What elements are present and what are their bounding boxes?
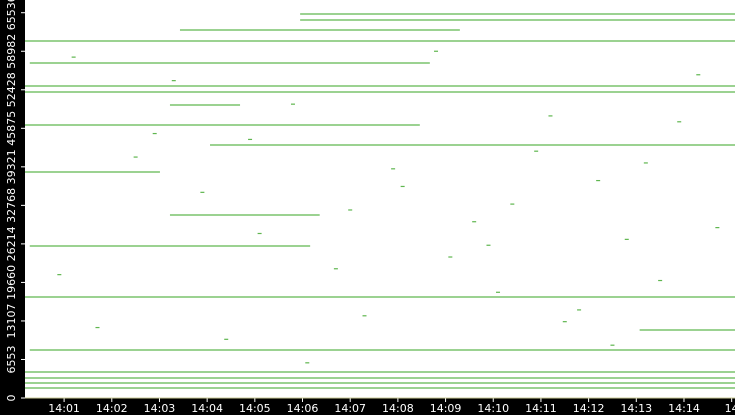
activity-point <box>248 138 253 141</box>
x-tick-label: 14:10 <box>477 402 509 415</box>
activity-point <box>658 279 663 282</box>
activity-point <box>152 132 157 135</box>
activity-point <box>333 268 338 270</box>
activity-point <box>434 50 439 52</box>
activity-point <box>200 191 205 193</box>
activity-point <box>400 185 405 188</box>
y-tick-label: 13107 <box>5 303 18 338</box>
activity-point <box>610 344 615 346</box>
activity-point <box>171 80 176 82</box>
x-tick-label: 14:06 <box>287 402 319 415</box>
activity-point <box>95 326 100 329</box>
y-tick-label: 0 <box>5 395 18 402</box>
activity-point <box>562 321 567 323</box>
y-tick-label: 58982 <box>5 34 18 69</box>
activity-point <box>677 121 682 123</box>
y-tick-label: 39321 <box>5 149 18 184</box>
y-tick-label: 19660 <box>5 265 18 300</box>
activity-point <box>391 168 396 170</box>
activity-point <box>643 162 648 164</box>
activity-point <box>71 56 76 58</box>
x-tick-label: 14:14 <box>668 402 700 415</box>
x-tick-label: 14:01 <box>48 402 80 415</box>
x-tick-label: 14:11 <box>525 402 557 415</box>
activity-point <box>486 244 491 246</box>
x-tick-label: 14 <box>725 402 735 415</box>
x-tick-label: 14:13 <box>620 402 652 415</box>
activity-point <box>448 256 453 258</box>
x-tick-label: 14:12 <box>573 402 605 415</box>
activity-point <box>715 227 720 229</box>
activity-point <box>696 74 701 76</box>
x-tick-label: 14:03 <box>144 402 176 415</box>
activity-point <box>624 238 629 240</box>
activity-point <box>305 362 310 364</box>
x-tick-label: 14:09 <box>430 402 462 415</box>
y-tick-label: 65536 <box>5 0 18 30</box>
activity-point <box>290 103 295 105</box>
x-tick-label: 14:07 <box>334 402 366 415</box>
activity-point <box>362 315 367 317</box>
activity-point <box>224 338 229 340</box>
activity-point <box>57 274 62 276</box>
y-tick-label: 26214 <box>5 226 18 261</box>
activity-point <box>510 203 515 205</box>
y-tick-label: 32768 <box>5 188 18 223</box>
activity-point <box>596 179 601 182</box>
x-tick-label: 14:02 <box>96 402 128 415</box>
activity-point <box>133 156 138 158</box>
activity-point <box>496 291 501 293</box>
activity-point <box>577 309 582 311</box>
x-tick-label: 14:08 <box>382 402 414 415</box>
y-tick-label: 6553 <box>5 345 18 373</box>
x-tick-label: 14:05 <box>239 402 271 415</box>
activity-point <box>534 150 539 152</box>
plot-area <box>25 0 735 398</box>
activity-point <box>472 221 477 223</box>
x-tick-label: 14:04 <box>191 402 223 415</box>
activity-point <box>348 209 353 211</box>
y-tick-label: 45875 <box>5 111 18 146</box>
activity-point <box>548 115 553 117</box>
y-tick-label: 52428 <box>5 72 18 107</box>
activity-point <box>257 232 262 235</box>
